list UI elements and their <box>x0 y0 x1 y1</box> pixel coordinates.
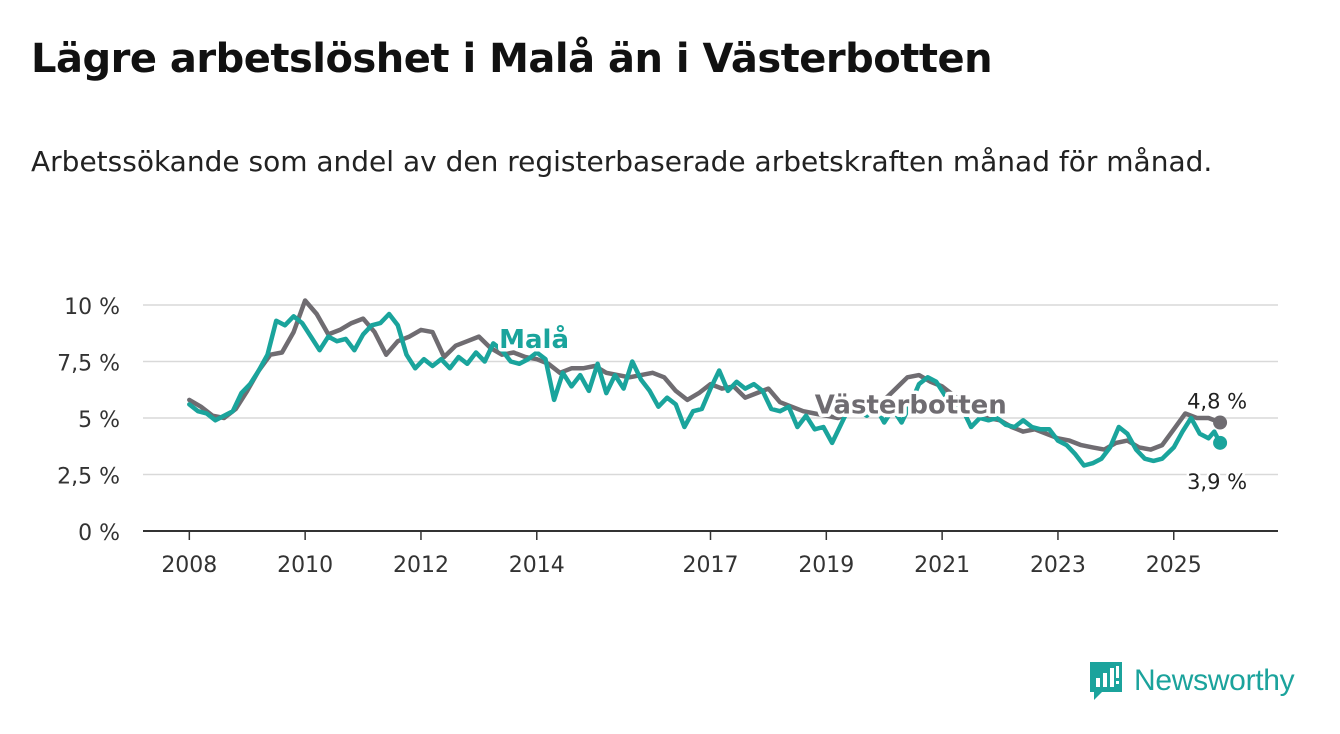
x-tick-label: 2025 <box>1146 553 1202 578</box>
series-end-label: 3,9 % <box>1187 470 1247 494</box>
chart-title: Lägre arbetslöshet i Malå än i Västerbot… <box>31 36 993 82</box>
series-line-v-sterbotten <box>187 298 1223 452</box>
x-tick-label: 2010 <box>277 553 333 578</box>
newsworthy-logo-icon <box>1090 662 1122 700</box>
y-tick-label: 0 % <box>78 521 120 546</box>
x-tick-label: 2008 <box>161 553 217 578</box>
y-tick-label: 5 % <box>78 408 120 433</box>
brand-name: Newsworthy <box>1134 664 1295 697</box>
x-tick-label: 2019 <box>798 553 854 578</box>
series-end-label: 4,8 % <box>1187 390 1247 414</box>
x-tick-label: 2012 <box>393 553 449 578</box>
series-end-point <box>1213 415 1228 430</box>
series-line-mal- <box>187 311 1223 468</box>
x-tick-label: 2023 <box>1030 553 1086 578</box>
brand-logo: Newsworthy <box>1088 660 1295 702</box>
series-end-point <box>1213 435 1228 450</box>
series-label: Malå <box>499 323 569 355</box>
y-tick-label: 2,5 % <box>57 465 120 490</box>
y-tick-label: 7,5 % <box>57 352 120 377</box>
x-tick-label: 2017 <box>683 553 739 578</box>
x-tick-label: 2014 <box>509 553 565 578</box>
chart-subtitle: Arbetssökande som andel av den registerb… <box>31 145 1213 178</box>
y-tick-label: 10 % <box>64 295 120 320</box>
series-label: Västerbotten <box>815 390 1007 420</box>
x-tick-label: 2021 <box>914 553 970 578</box>
